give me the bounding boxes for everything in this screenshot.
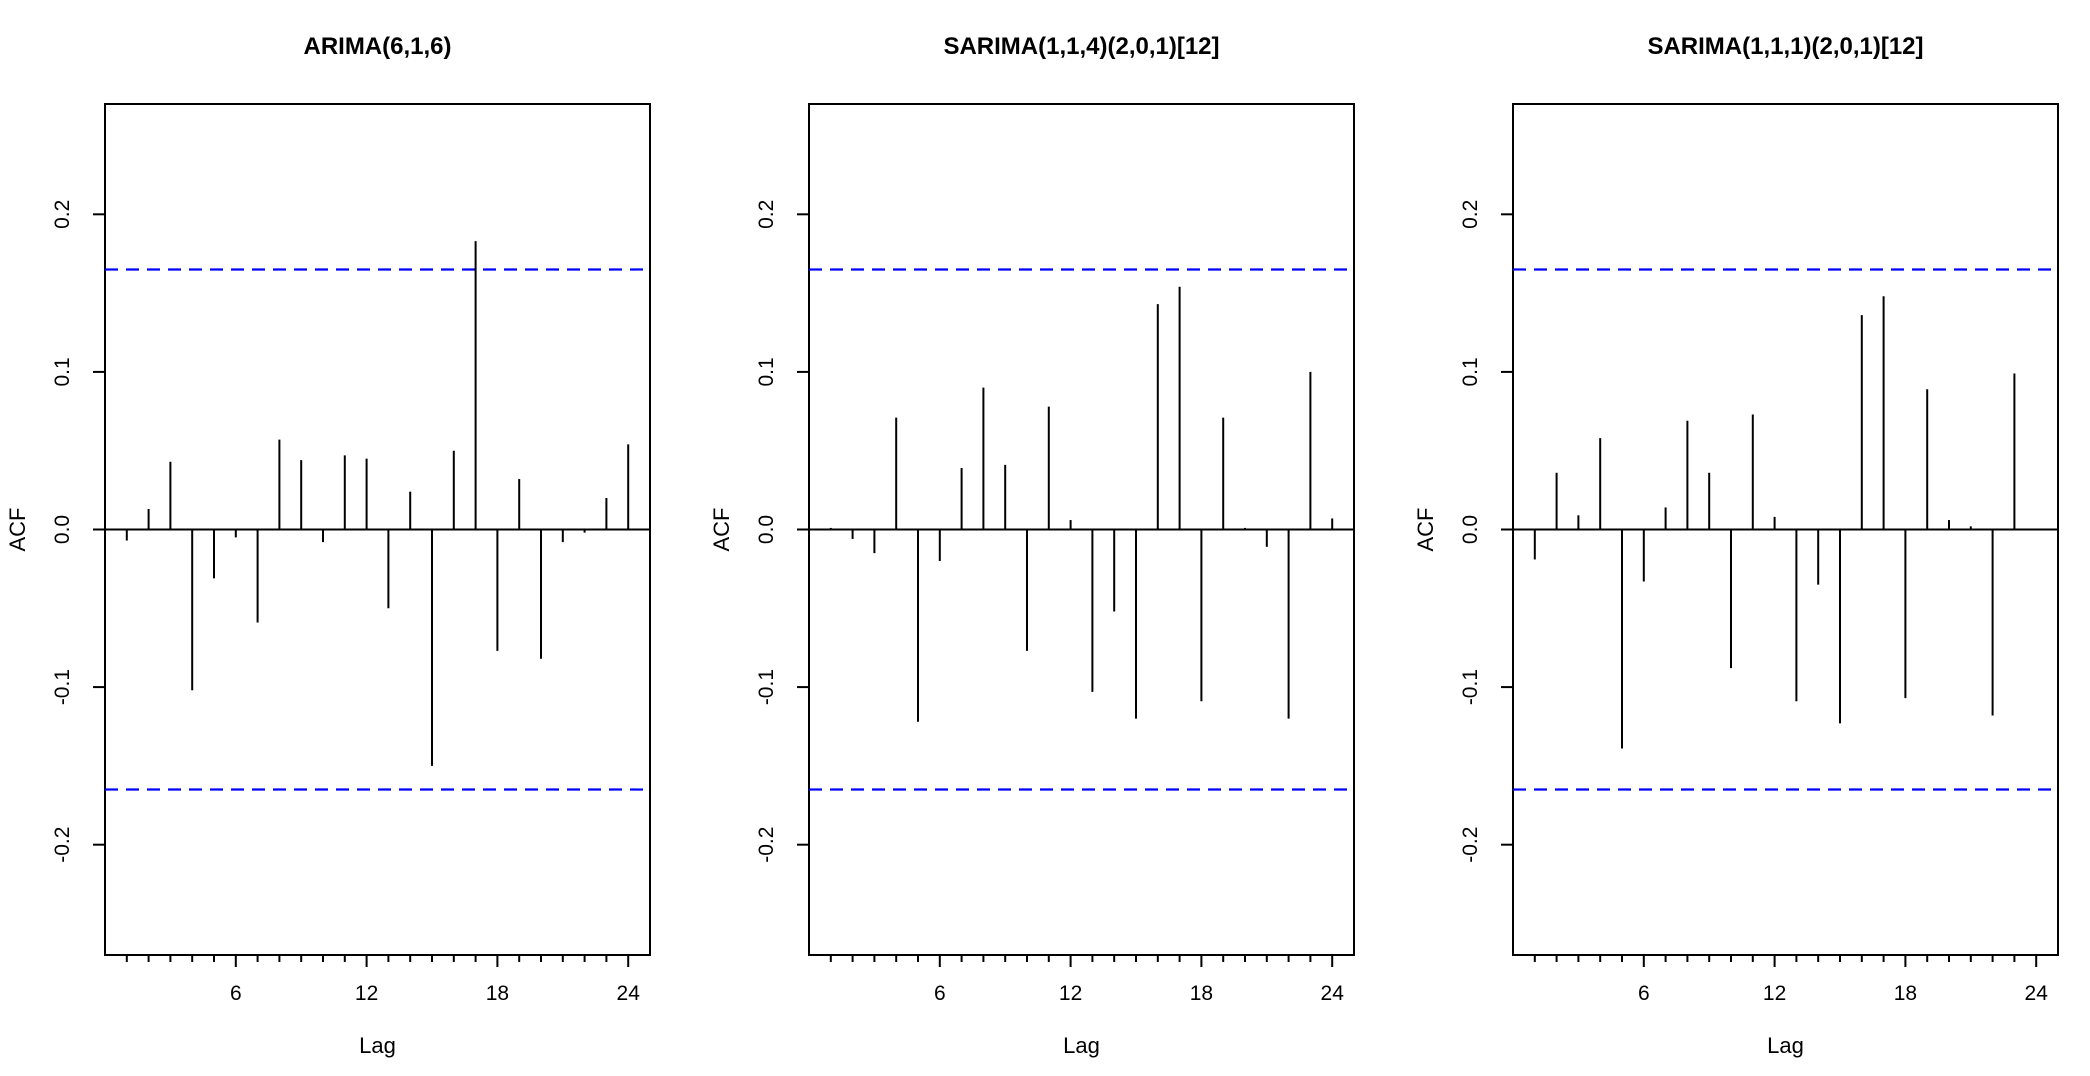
y-tick-label: 0.1 — [51, 357, 74, 386]
acf-panel-2: SARIMA(1,1,4)(2,0,1)[12] 6 12 18 24 -0.2 -0.1 0… — [709, 33, 1355, 1058]
x-tick-label: 24 — [617, 982, 641, 1005]
y-tick-label: -0.2 — [1459, 827, 1482, 863]
x-tick-label: 6 — [230, 982, 242, 1005]
y-tick-label: 0.1 — [755, 357, 778, 386]
chart-title: SARIMA(1,1,1)(2,0,1)[12] — [1647, 33, 1923, 60]
y-axis-label: ACF — [5, 508, 30, 552]
x-tick-label: 18 — [1894, 982, 1917, 1005]
y-tick-label: -0.2 — [51, 827, 74, 863]
y-tick-label: -0.1 — [1459, 669, 1482, 705]
y-tick-label: 0.2 — [755, 200, 778, 229]
x-axis-label: Lag — [1063, 1033, 1100, 1058]
y-tick-label: 0.0 — [51, 515, 74, 544]
y-tick-label: -0.2 — [755, 827, 778, 863]
y-tick-label: 0.0 — [755, 515, 778, 544]
y-tick-label: 0.2 — [1459, 200, 1482, 229]
acf-panel-1: ARIMA(6,1,6) 6 12 18 24 -0.2 -0.1 0.0 0.1 0.2 Lag A… — [5, 33, 651, 1058]
x-tick-label: 18 — [486, 982, 509, 1005]
y-tick-label: 0.1 — [1459, 357, 1482, 386]
chart-title: ARIMA(6,1,6) — [303, 33, 451, 60]
x-tick-label: 18 — [1190, 982, 1213, 1005]
acf-panel-3: SARIMA(1,1,1)(2,0,1)[12] 6 12 18 24 -0.2 -0.1 0… — [1413, 33, 2059, 1058]
y-tick-label: -0.1 — [51, 669, 74, 705]
x-axis-label: Lag — [359, 1033, 396, 1058]
y-tick-label: 0.0 — [1459, 515, 1482, 544]
x-tick-label: 12 — [1059, 982, 1082, 1005]
x-tick-label: 6 — [1638, 982, 1650, 1005]
chart-title: SARIMA(1,1,4)(2,0,1)[12] — [943, 33, 1219, 60]
x-tick-label: 24 — [2025, 982, 2049, 1005]
y-tick-label: -0.1 — [755, 669, 778, 705]
x-tick-label: 6 — [934, 982, 946, 1005]
x-tick-label: 12 — [1763, 982, 1786, 1005]
x-tick-label: 12 — [355, 982, 378, 1005]
y-axis-label: ACF — [1413, 508, 1438, 552]
y-axis-label: ACF — [709, 508, 734, 552]
x-tick-label: 24 — [1321, 982, 1345, 1005]
y-tick-label: 0.2 — [51, 200, 74, 229]
x-axis-label: Lag — [1767, 1033, 1804, 1058]
